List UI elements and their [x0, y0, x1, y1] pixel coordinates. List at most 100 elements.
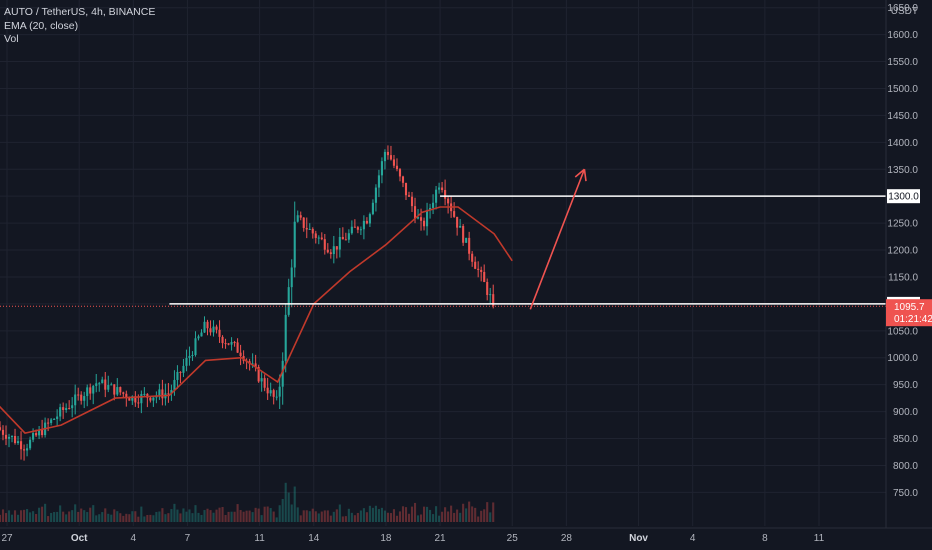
- candle-body: [83, 396, 86, 401]
- candle-body: [56, 416, 59, 419]
- candle-body: [320, 237, 323, 240]
- candle-body: [239, 352, 242, 357]
- volume-bar: [245, 510, 248, 522]
- price-axis-bg: [886, 0, 932, 550]
- candle-body: [347, 233, 350, 240]
- time-tick-label: 28: [561, 533, 573, 544]
- candle-body: [13, 435, 17, 444]
- volume-bar: [302, 510, 305, 522]
- candle-body: [444, 190, 447, 199]
- candle-body: [173, 379, 176, 390]
- volume-bar: [95, 515, 98, 522]
- volume-bar: [179, 513, 182, 522]
- volume-bar: [410, 506, 414, 522]
- volume-bar: [44, 503, 47, 522]
- volume-bar: [251, 512, 254, 522]
- volume-bar: [468, 501, 471, 522]
- ema-indicator-label[interactable]: EMA (20, close): [4, 19, 79, 32]
- candle-body: [314, 233, 317, 238]
- candle-body: [371, 202, 374, 215]
- volume-indicator-label[interactable]: Vol: [4, 33, 19, 45]
- candle-body: [200, 332, 203, 337]
- ema-path: [0, 206, 513, 434]
- candle-body: [353, 226, 356, 228]
- volume-bar: [404, 507, 408, 522]
- volume-bar: [83, 510, 86, 522]
- volume-bar: [329, 515, 332, 522]
- volume-bar: [176, 509, 179, 522]
- volume-bar: [200, 514, 203, 522]
- volume-bar: [206, 508, 209, 522]
- volume-bar: [194, 505, 197, 522]
- volume-bar: [257, 508, 260, 522]
- candle-body: [221, 336, 224, 344]
- candle-body: [441, 187, 444, 191]
- volume-bar: [86, 512, 89, 522]
- candle-body: [143, 393, 146, 395]
- volume-bar: [392, 509, 396, 522]
- volume-bar: [239, 510, 242, 522]
- candle-body: [335, 246, 338, 250]
- volume-bar: [290, 504, 293, 522]
- volume-bar: [350, 512, 353, 522]
- candle-body: [218, 329, 221, 337]
- time-tick-label: 14: [308, 533, 320, 544]
- time-tick-label: 11: [254, 533, 265, 544]
- time-axis[interactable]: 27 Oct 4 7 11 14 18 21 25 28 Nov 4 8 11: [0, 527, 932, 544]
- projection-arrow[interactable]: [529, 168, 587, 310]
- candle-body: [185, 357, 188, 366]
- candle-body: [71, 405, 74, 409]
- candle-body: [68, 408, 71, 410]
- volume-bar: [137, 516, 140, 522]
- price-tick-label: 1400.0: [887, 138, 918, 149]
- candle-body: [125, 393, 128, 399]
- volume-bar: [281, 498, 284, 522]
- candle-body: [35, 433, 38, 436]
- volume-bar: [32, 511, 35, 522]
- price-tick-label: 1450.0: [887, 111, 918, 122]
- candle-body: [74, 394, 77, 406]
- candle-body: [287, 287, 290, 315]
- volume-bar: [0, 514, 2, 522]
- price-tick-label: 1150.0: [888, 272, 918, 283]
- candle-body: [233, 342, 236, 344]
- candle-body: [471, 253, 474, 262]
- symbol-title[interactable]: AUTO / TetherUS, 4h, BINANCE: [4, 6, 156, 18]
- candle-body: [429, 207, 432, 211]
- volume-bar: [447, 511, 450, 522]
- candle-body: [53, 418, 56, 420]
- price-axis[interactable]: 1650.0 1600.0 1550.0 1500.0 1450.0 1400.0 1350…: [885, 0, 932, 550]
- candle-body: [425, 210, 429, 227]
- volume-bar: [429, 509, 432, 522]
- candle-body: [435, 189, 438, 203]
- volume-bar: [236, 504, 239, 522]
- volume-bar: [68, 511, 71, 522]
- candle-body: [474, 261, 477, 269]
- volume-bar: [353, 515, 356, 522]
- horizontal-levels[interactable]: [0, 195, 886, 307]
- candle-body: [404, 182, 408, 196]
- volume-bar: [425, 506, 429, 522]
- chart-legend: AUTO / TetherUS, 4h, BINANCE EMA (20, cl…: [4, 6, 155, 47]
- volume-bar: [203, 510, 206, 522]
- volume-bar: [471, 506, 474, 522]
- volume-bar: [74, 504, 77, 522]
- volume-bar: [362, 508, 365, 522]
- volume-bar: [182, 508, 185, 522]
- volume-bar: [275, 517, 278, 522]
- volume-bar: [368, 505, 371, 522]
- volume-bar: [356, 512, 359, 522]
- candle-body: [230, 342, 233, 345]
- arrow-shaft: [529, 168, 586, 310]
- volume-bar: [377, 509, 380, 522]
- price-tick-label: 1500.0: [887, 84, 918, 95]
- candle-body: [266, 387, 269, 394]
- volume-bar: [465, 508, 468, 522]
- candle-body: [317, 237, 320, 239]
- candle-body: [197, 336, 200, 339]
- volume-bar: [453, 512, 456, 522]
- volume-bar: [71, 510, 74, 522]
- candle-body: [290, 267, 293, 288]
